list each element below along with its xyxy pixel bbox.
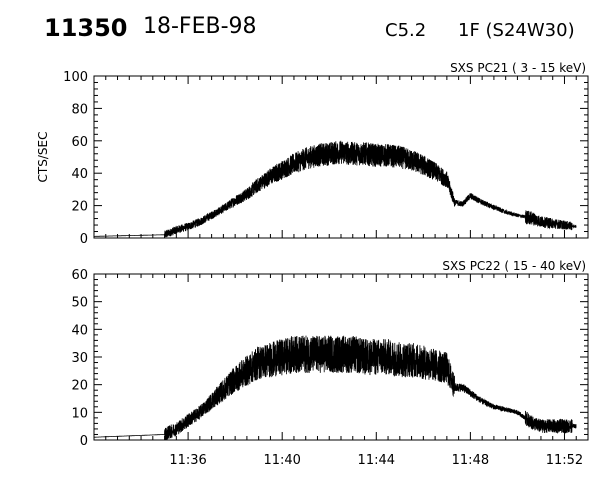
x-tick-label: 11:40 — [263, 453, 300, 468]
series-line — [94, 335, 577, 441]
y-tick-label: 40 — [71, 167, 88, 182]
x-tick-label: 11:52 — [546, 453, 583, 468]
y-tick-label: 10 — [71, 406, 88, 421]
y-tick-label: 80 — [71, 102, 88, 117]
flare-location: 1F (S24W30) — [458, 20, 575, 41]
y-tick-label: 100 — [63, 70, 88, 85]
event-date: 18-FEB-98 — [143, 14, 257, 39]
x-tick-label: 11:48 — [452, 453, 489, 468]
x-tick-label: 11:44 — [358, 453, 395, 468]
y-tick-label: 20 — [71, 200, 88, 215]
y-tick-label: 30 — [71, 351, 88, 366]
panel-title: SXS PC22 ( 15 - 40 keV) — [442, 259, 586, 273]
series-line — [94, 140, 577, 238]
y-tick-label: 40 — [71, 323, 88, 338]
y-tick-label: 60 — [71, 268, 88, 283]
y-tick-label: 0 — [80, 232, 88, 247]
event-number: 11350 — [44, 14, 128, 42]
y-tick-label: 0 — [80, 434, 88, 449]
y-tick-label: 50 — [71, 296, 88, 311]
panel-title: SXS PC21 ( 3 - 15 keV) — [450, 61, 586, 75]
y-tick-label: 60 — [71, 135, 88, 150]
x-tick-label: 11:36 — [169, 453, 206, 468]
y-tick-label: 20 — [71, 379, 88, 394]
flare-class: C5.2 — [385, 20, 427, 41]
y-axis-label: CTS/SEC — [36, 132, 50, 183]
